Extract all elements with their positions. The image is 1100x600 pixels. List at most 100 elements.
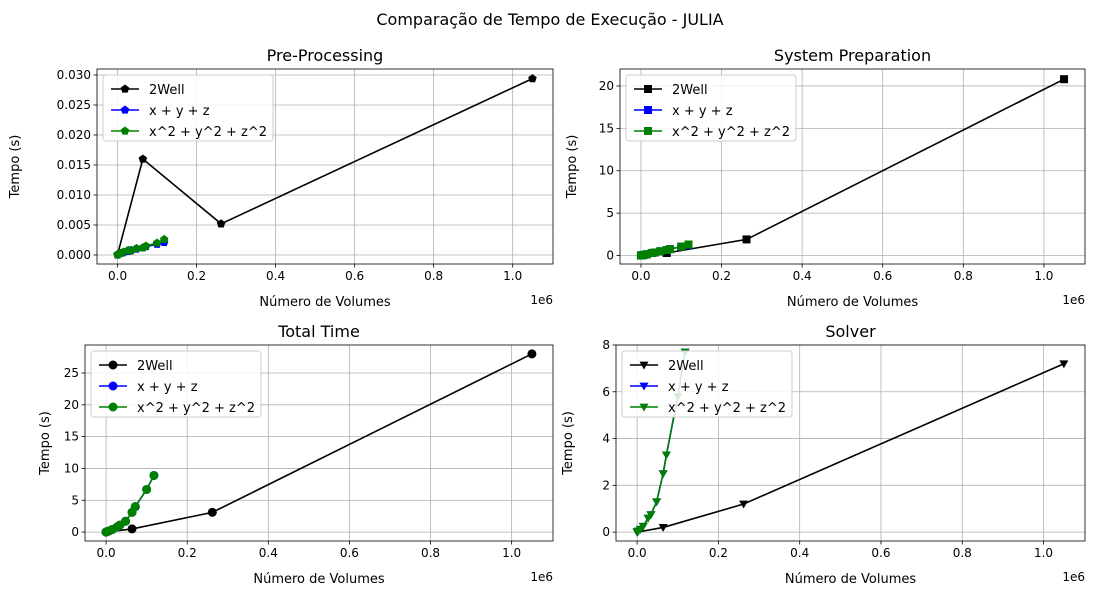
x-tick-label: 0.8 <box>421 546 440 560</box>
legend-label: x + y + z <box>137 380 198 395</box>
y-tick-label: 15 <box>599 121 614 135</box>
legend-label: x + y + z <box>672 104 733 119</box>
legend-label: x^2 + y^2 + z^2 <box>668 401 786 416</box>
legend-marker <box>108 360 118 370</box>
x-tick-label: 0.0 <box>631 269 650 283</box>
x-tick-label: 0.2 <box>712 269 731 283</box>
legend-label: x + y + z <box>149 104 210 119</box>
x-tick-label: 0.0 <box>97 546 116 560</box>
data-point-x2-y2-z2 <box>121 516 131 526</box>
y-tick-label: 6 <box>602 385 610 399</box>
x-offset-label: 1e6 <box>1062 570 1085 584</box>
legend: 2Well x + y + z x^2 + y^2 + z^2 <box>90 350 262 418</box>
x-offset-label: 1e6 <box>530 293 553 307</box>
legend-marker <box>108 381 118 391</box>
x-tick-label: 0.4 <box>793 269 812 283</box>
data-point-x2-y2-z2 <box>684 240 693 249</box>
legend-box <box>90 350 262 418</box>
series-line-2well <box>636 362 1065 533</box>
x-tick-label: 0.6 <box>871 546 890 560</box>
x-tick-label: 0.4 <box>259 546 278 560</box>
data-point-x2-y2-z2 <box>638 522 648 531</box>
y-tick-label: 0.020 <box>57 128 91 142</box>
x-tick-label: 0.6 <box>873 269 892 283</box>
y-tick-label: 10 <box>599 164 614 178</box>
legend-marker <box>639 361 649 370</box>
y-tick-label: 5 <box>606 206 614 220</box>
series-line-x-y-z <box>105 475 155 533</box>
legend-marker <box>644 85 652 93</box>
y-tick-label: 0.025 <box>57 98 91 112</box>
y-tick-label: 8 <box>602 338 610 352</box>
legend: 2Well x + y + z x^2 + y^2 + z^2 <box>621 350 793 418</box>
y-axis-label: Tempo (s) <box>8 135 23 200</box>
data-point-x2-y2-z2 <box>665 245 674 254</box>
axes-frame <box>96 68 554 265</box>
data-point-2well <box>658 524 668 532</box>
x-tick-label: 1.0 <box>1034 269 1053 283</box>
y-tick-label: 0 <box>602 525 610 539</box>
axes-frame <box>84 344 554 542</box>
data-point-x2-y2-z2 <box>658 470 668 479</box>
data-point-x2-y2-z2 <box>646 511 656 520</box>
y-tick-label: 25 <box>64 366 79 380</box>
legend-marker <box>639 403 649 412</box>
axes-frame <box>615 344 1086 542</box>
data-point-2well <box>1060 75 1069 84</box>
figure-title: Comparação de Tempo de Execução - JULIA <box>376 10 724 29</box>
series-line-2well <box>116 77 533 255</box>
subplot-pre-processing: 0.0 0.2 0.4 0.6 0.8 1.0 0.000 0.005 0.010 0.015 0.… <box>8 46 554 310</box>
x-tick-label: 0.0 <box>108 269 127 283</box>
legend-box <box>625 74 797 142</box>
legend: 2Well x + y + z x^2 + y^2 + z^2 <box>625 74 797 142</box>
legend-label: 2Well <box>149 83 185 98</box>
data-point-x2-y2-z2 <box>677 242 686 251</box>
subplot-solver: 0.0 0.2 0.4 0.6 0.8 1.0 0 2 4 6 8 Solver Número de V… <box>561 322 1086 587</box>
y-tick-label: 0 <box>71 525 79 539</box>
axes-frame <box>619 68 1086 265</box>
legend-marker <box>644 127 652 135</box>
x-tick-label: 0.4 <box>266 269 285 283</box>
plot-area <box>632 348 1069 537</box>
x-tick-label: 0.6 <box>340 546 359 560</box>
y-tick-label: 20 <box>64 398 79 412</box>
x-tick-label: 0.4 <box>790 546 809 560</box>
plot-area <box>636 75 1069 260</box>
data-point-x2-y2-z2 <box>149 470 159 480</box>
x-tick-label: 1.0 <box>503 269 522 283</box>
data-point-2well <box>127 524 137 534</box>
legend-label: 2Well <box>672 83 708 98</box>
data-point-2well <box>216 219 226 228</box>
subplot-system-preparation: 0.0 0.2 0.4 0.6 0.8 1.0 0 5 10 15 20 System Prepara… <box>565 46 1086 310</box>
data-point-x2-y2-z2 <box>159 234 169 244</box>
y-tick-label: 20 <box>599 79 614 93</box>
plot-area <box>101 349 537 537</box>
x-tick-label: 0.6 <box>345 269 364 283</box>
subplot-title: Solver <box>825 322 876 341</box>
data-point-x2-y2-z2 <box>652 498 662 507</box>
legend-marker <box>108 402 118 412</box>
data-point-2well <box>527 349 537 359</box>
legend-label: 2Well <box>668 359 704 374</box>
subplot-total-time: 0.0 0.2 0.4 0.6 0.8 1.0 0 5 10 15 20 25 Total Time Nú… <box>38 322 554 587</box>
data-point-x2-y2-z2 <box>142 484 152 494</box>
plot-area <box>113 74 537 259</box>
x-offset-label: 1e6 <box>1062 293 1085 307</box>
legend-marker <box>120 126 130 135</box>
legend-label: x^2 + y^2 + z^2 <box>149 125 267 140</box>
legend-marker <box>639 382 649 391</box>
data-point-x2-y2-z2 <box>152 238 162 247</box>
x-axis-label: Número de Volumes <box>253 572 385 587</box>
legend-marker <box>120 84 130 93</box>
y-tick-label: 10 <box>64 461 79 475</box>
y-axis-label: Tempo (s) <box>38 411 53 476</box>
y-tick-label: 0 <box>606 249 614 263</box>
legend-label: 2Well <box>137 359 173 374</box>
legend-marker <box>644 106 652 114</box>
data-point-2well <box>1059 360 1069 369</box>
x-tick-label: 0.8 <box>954 269 973 283</box>
data-point-x2-y2-z2 <box>132 243 141 253</box>
y-tick-label: 0.015 <box>57 158 91 172</box>
x-tick-label: 0.2 <box>178 546 197 560</box>
